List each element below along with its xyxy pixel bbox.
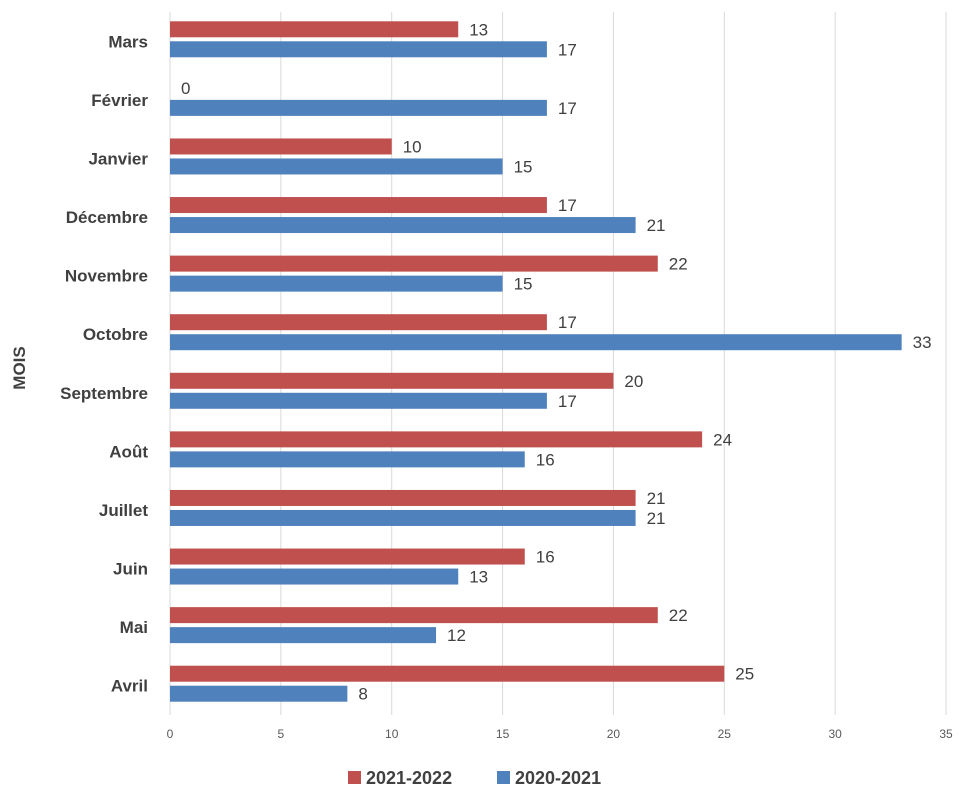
category-label: Décembre xyxy=(66,208,148,227)
legend-swatch xyxy=(497,771,510,784)
data-label: 17 xyxy=(558,99,577,118)
bar-2021-2022-Mai xyxy=(170,607,658,624)
category-label: Avril xyxy=(111,677,148,696)
category-label: Octobre xyxy=(83,325,148,344)
bar-2021-2022-Décembre xyxy=(170,197,547,214)
x-tick-label: 15 xyxy=(496,727,510,741)
category-label: Janvier xyxy=(88,149,148,168)
bar-2020-2021-Juillet xyxy=(170,509,636,526)
bar-2021-2022-Septembre xyxy=(170,372,614,389)
bar-2021-2022-Janvier xyxy=(170,138,392,155)
data-label: 22 xyxy=(669,606,688,625)
legend-label: 2020-2021 xyxy=(515,768,601,788)
x-tick-label: 20 xyxy=(607,727,621,741)
bar-2021-2022-Juillet xyxy=(170,489,636,506)
x-tick-label: 10 xyxy=(385,727,399,741)
bar-2020-2021-Juin xyxy=(170,568,459,585)
data-label: 17 xyxy=(558,40,577,59)
data-labels: 2582212161321212416201717332215172110150… xyxy=(181,20,932,703)
x-tick-label: 30 xyxy=(828,727,842,741)
category-label: Juillet xyxy=(99,501,148,520)
category-label: Août xyxy=(109,442,148,461)
bar-2021-2022-Août xyxy=(170,431,703,448)
data-label: 21 xyxy=(647,489,666,508)
data-label: 15 xyxy=(514,275,533,294)
data-label: 16 xyxy=(536,548,555,567)
category-label: Février xyxy=(91,91,148,110)
bar-2020-2021-Septembre xyxy=(170,392,547,409)
category-labels: Avril Mai Juin Juillet Août Septembre Octobre N… xyxy=(60,32,148,695)
bar-2020-2021-Janvier xyxy=(170,158,503,175)
data-label: 21 xyxy=(647,509,666,528)
category-label: Mai xyxy=(120,618,148,637)
data-label: 33 xyxy=(913,333,932,352)
bar-2020-2021-Octobre xyxy=(170,334,902,351)
data-label: 25 xyxy=(735,665,754,684)
x-tick-label: 35 xyxy=(939,727,953,741)
bar-2020-2021-Avril xyxy=(170,685,348,702)
data-label: 13 xyxy=(469,568,488,587)
bar-2021-2022-Mars xyxy=(170,21,459,38)
category-label: Mars xyxy=(108,32,148,51)
bar-2020-2021-Décembre xyxy=(170,217,636,234)
bar-2020-2021-Mars xyxy=(170,41,547,58)
bar-2020-2021-Mai xyxy=(170,627,437,644)
data-label: 16 xyxy=(536,450,555,469)
data-label: 22 xyxy=(669,255,688,274)
data-label: 24 xyxy=(713,430,732,449)
bar-2021-2022-Novembre xyxy=(170,255,658,272)
data-label: 17 xyxy=(558,392,577,411)
legend: 2021-2022 2020-2021 xyxy=(348,768,601,788)
y-axis-title: MOIS xyxy=(10,346,29,389)
x-tick-label: 0 xyxy=(167,727,174,741)
data-label: 17 xyxy=(558,313,577,332)
data-label: 20 xyxy=(624,372,643,391)
data-label: 15 xyxy=(514,157,533,176)
data-label: 21 xyxy=(647,216,666,235)
data-label: 13 xyxy=(469,20,488,39)
bar-2020-2021-Août xyxy=(170,451,525,468)
bar-2020-2021-Février xyxy=(170,99,547,116)
x-tick-label: 5 xyxy=(278,727,285,741)
x-tick-label: 25 xyxy=(718,727,732,741)
bar-2020-2021-Novembre xyxy=(170,275,503,292)
category-label: Novembre xyxy=(65,267,148,286)
x-tick-labels: 0 5 10 15 20 25 30 35 xyxy=(167,727,953,741)
bar-2021-2022-Avril xyxy=(170,665,725,682)
gridlines xyxy=(169,12,947,715)
data-label: 10 xyxy=(403,137,422,156)
legend-swatch xyxy=(348,771,361,784)
legend-label: 2021-2022 xyxy=(366,768,452,788)
data-label: 17 xyxy=(558,196,577,215)
data-label: 8 xyxy=(358,685,367,704)
bar-2021-2022-Juin xyxy=(170,548,525,565)
bars xyxy=(170,21,902,702)
data-label: 0 xyxy=(181,79,190,98)
data-label: 12 xyxy=(447,626,466,645)
category-label: Septembre xyxy=(60,384,148,403)
category-label: Juin xyxy=(113,560,148,579)
bar-2021-2022-Octobre xyxy=(170,314,547,331)
